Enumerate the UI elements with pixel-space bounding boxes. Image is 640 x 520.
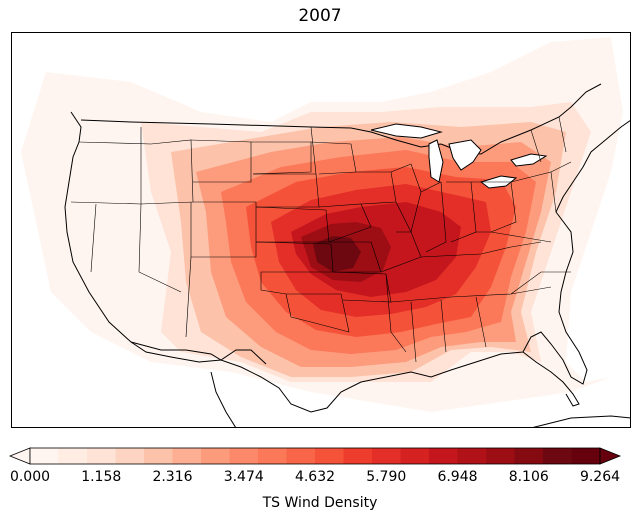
mexico-border [130,341,267,365]
colorbar-tick-label: 8.106 [509,469,549,485]
density-level-9 [313,236,361,272]
caribbean-coast [530,415,631,428]
colorbar-tick-label: 3.474 [224,469,264,485]
florida-outline [522,351,580,407]
colorbar-swatch [201,448,230,464]
colorbar-swatch [315,448,344,464]
colorbar-swatch [229,448,259,464]
colorbar-swatch [486,448,515,464]
colorbar-swatch [543,448,572,464]
colorbar-swatch [372,448,401,464]
density-field [21,37,623,412]
canada-border [80,83,602,155]
colorbar-swatch [286,448,316,464]
colorbar-swatch [172,448,202,464]
colorbar-tick-label: 2.316 [152,469,192,485]
colorbar-swatch [115,448,145,464]
colorbar-swatch [58,448,88,464]
colorbar-swatch [571,448,601,464]
colorbar-swatch [343,448,373,464]
colorbar-swatches [8,447,622,465]
coastline [64,111,631,413]
colorbar-border [29,447,601,465]
colorbar-tick-label: 4.632 [295,469,335,485]
state-borders [70,116,572,363]
colorbar-swatch [457,448,487,464]
great-lakes [370,123,548,189]
colorbar: 0.000 1.158 2.316 3.474 4.632 5.790 6.948 8.106… [8,447,622,511]
colorbar-tick-label: 5.790 [366,469,406,485]
colorbar-swatch [87,448,116,464]
colorbar-label: TS Wind Density [262,495,378,511]
colorbar-swatch [400,448,430,464]
colorbar-swatch [514,448,544,464]
map-border [11,32,631,428]
colorbar-swatch [144,448,173,464]
colorbar-extend-max [599,447,622,465]
map-title: 2007 [298,6,342,26]
mexico-coast [210,371,237,428]
colorbar-extend-min [8,447,31,465]
colorbar-ticks: 0.000 1.158 2.316 3.474 4.632 5.790 6.948 8.106… [10,469,620,485]
colorbar-swatch [429,448,458,464]
colorbar-swatch [258,448,287,464]
colorbar-tick-label: 0.000 [10,469,50,485]
colorbar-tick-label: 1.158 [81,469,121,485]
colorbar-swatch [30,448,59,464]
density-map [11,32,631,428]
colorbar-tick-label: 9.264 [580,469,620,485]
colorbar-tick-label: 6.948 [437,469,477,485]
